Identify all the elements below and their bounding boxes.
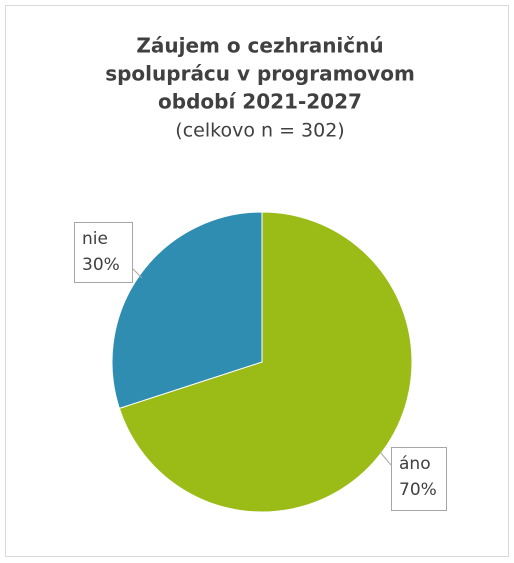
leader-line [131, 267, 143, 279]
label-box [391, 447, 447, 511]
value-label: 30% [82, 255, 120, 275]
category-label: áno [399, 454, 431, 474]
chart-title: spoluprácu v programovom [105, 62, 415, 86]
chart-title: Záujem o cezhraničnú [136, 34, 383, 58]
pie-slice [118, 211, 413, 513]
chart-subtitle: (celkovo n = 302) [175, 120, 344, 142]
value-label: 70% [399, 480, 437, 500]
pie-slice [111, 211, 263, 409]
chart-title: období 2021-2027 [158, 90, 362, 114]
category-label: nie [82, 229, 108, 249]
label-box [74, 222, 133, 283]
leader-line [379, 451, 392, 466]
